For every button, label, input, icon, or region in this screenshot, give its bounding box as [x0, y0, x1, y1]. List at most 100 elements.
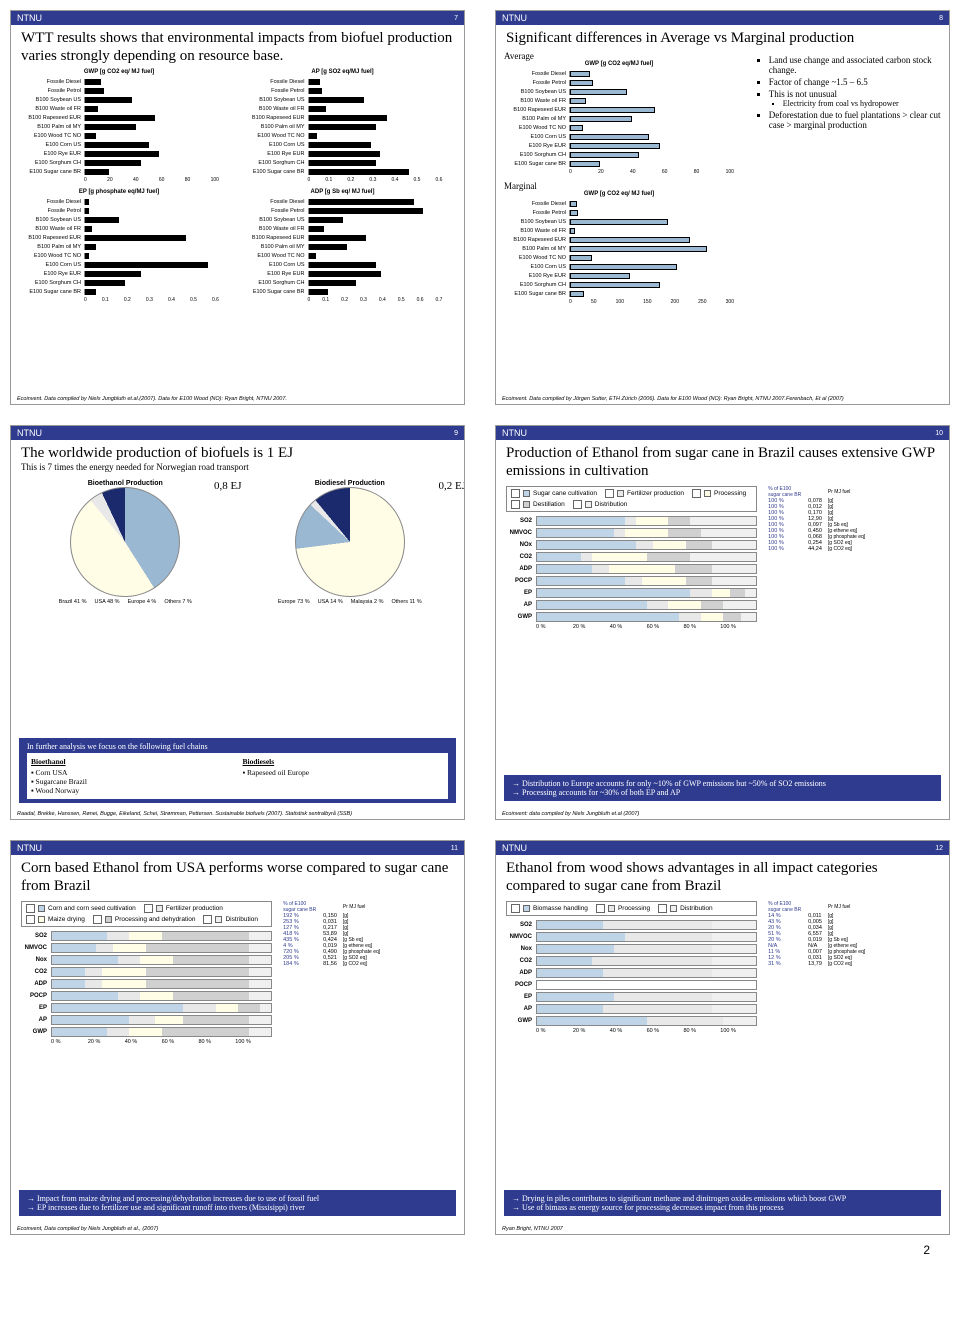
stacked-row: ADP — [506, 564, 757, 574]
note-box: Impact from maize drying and processing/… — [19, 1190, 456, 1216]
ntnu-logo: NTNU — [502, 843, 527, 853]
legend-item: Distribution — [658, 904, 713, 913]
bar-row: E100 Sugar cane BR — [504, 159, 734, 168]
footnote: Ryan Bright, NTNU 2007 — [502, 1226, 943, 1232]
slide-num: 12 — [935, 845, 943, 852]
stacked-row: NMVOC — [506, 932, 757, 942]
slide-header: NTNU 10 — [496, 426, 949, 440]
pie-slice-label: Brazil 41 % — [59, 599, 87, 605]
bar-row: B100 Rapeseed EUR — [504, 105, 734, 114]
stacked-row: NMVOC — [506, 528, 757, 538]
stacked-chart: Corn and corn seed cultivationFertilizer… — [21, 901, 454, 1045]
data-row: 100 %44,24[g CO2 eq] — [765, 546, 868, 552]
ntnu-logo: NTNU — [17, 843, 42, 853]
bar-row: Fossile Diesel — [243, 197, 443, 206]
stacked-row: GWP — [506, 1016, 757, 1026]
slide-num: 8 — [939, 15, 943, 22]
stacked-row: SO2 — [506, 920, 757, 930]
bar-row: E100 Corn US — [19, 140, 219, 149]
slide-title: Production of Ethanol from sugar cane in… — [496, 440, 949, 480]
pie-bioethanol — [70, 487, 180, 597]
note-line: Impact from maize drying and processing/… — [27, 1194, 448, 1203]
stacked-row: SO2 — [21, 931, 272, 941]
stacked-row: AP — [506, 600, 757, 610]
stacked-chart: Biomasse handlingProcessingDistributionS… — [506, 901, 939, 1034]
pie1-title: Bioethanol Production — [23, 480, 228, 487]
marg-label: Marginal — [504, 181, 749, 191]
legend-item: Maize drying — [26, 915, 85, 924]
bar-row: Fossile Diesel — [243, 77, 443, 86]
data-row: 31 %13,79[g CO2 eq] — [765, 961, 868, 967]
bar-row: E100 Sorghum CH — [243, 158, 443, 167]
bar-row: B100 Waste oil FR — [504, 96, 734, 105]
bar-row: E100 Wood TC NO — [19, 251, 219, 260]
bar-row: E100 Rye EUR — [504, 271, 734, 280]
legend-item: Corn and corn seed cultivation — [26, 904, 136, 913]
bar-row: Fossile Diesel — [504, 69, 734, 78]
bar-row: B100 Rapeseed EUR — [243, 113, 443, 122]
bar-row: E100 Sorghum CH — [504, 150, 734, 159]
pie-slice-label: Others 11 % — [391, 599, 421, 605]
slide-11: NTNU 11 Corn based Ethanol from USA perf… — [10, 840, 465, 1235]
stacked-row: AP — [21, 1015, 272, 1025]
fuel-box-header: In further analysis we focus on the foll… — [27, 742, 448, 751]
note-line: Drying in piles contributes to significa… — [512, 1194, 933, 1203]
slide-header: NTNU 11 — [11, 841, 464, 855]
data-row: 184 %81,56[g CO2 eq] — [280, 961, 383, 967]
stacked-row: Nox — [21, 955, 272, 965]
bar-row: Fossile Petrol — [19, 206, 219, 215]
bar-row: B100 Palm oil MY — [243, 242, 443, 251]
bar-row: E100 Rye EUR — [243, 149, 443, 158]
fuel-item: ▪ Rapeseed oil Europe — [243, 768, 445, 777]
stacked-row: EP — [506, 992, 757, 1002]
slide-header: NTNU 9 — [11, 426, 464, 440]
stacked-row: POCP — [506, 576, 757, 586]
note-box: Drying in piles contributes to significa… — [504, 1190, 941, 1216]
stacked-row: GWP — [506, 612, 757, 622]
pie-slice-label: Malaysia 2 % — [351, 599, 384, 605]
bar-row: E100 Corn US — [504, 132, 734, 141]
stacked-row: POCP — [21, 991, 272, 1001]
chart-title: AP [g SO2 eq/MJ fuel] — [243, 69, 443, 75]
pie-biodiesel — [295, 487, 405, 597]
bar-row: Fossile Diesel — [504, 199, 734, 208]
note-line: EP increases due to fertilizer use and s… — [27, 1203, 448, 1212]
slide-title: The worldwide production of biofuels is … — [11, 440, 464, 462]
bar-row: B100 Waste oil FR — [19, 104, 219, 113]
slide-header: NTNU 7 — [11, 11, 464, 25]
avg-label: Average — [504, 51, 749, 61]
bar-row: E100 Corn US — [504, 262, 734, 271]
ntnu-logo: NTNU — [17, 428, 42, 438]
bar-row: B100 Palm oil MY — [504, 244, 734, 253]
ntnu-logo: NTNU — [17, 13, 42, 23]
stacked-row: ADP — [506, 968, 757, 978]
stacked-row: Nox — [506, 944, 757, 954]
bar-row: E100 Sorghum CH — [19, 278, 219, 287]
slide-title: Corn based Ethanol from USA performs wor… — [11, 855, 464, 895]
legend-item: Fertilizer production — [605, 489, 684, 498]
bar-row: B100 Waste oil FR — [243, 104, 443, 113]
bar-row: Fossile Petrol — [243, 86, 443, 95]
bullet-item: Factor of change ~1.5 – 6.5 — [769, 77, 941, 87]
bar-row: Fossile Diesel — [19, 77, 219, 86]
stacked-row: NMVOC — [21, 943, 272, 953]
footnote: Ecoinvent. Data compiled by Niels Jungbl… — [17, 396, 458, 402]
bar-row: E100 Rye EUR — [19, 149, 219, 158]
bar-row: E100 Sorghum CH — [504, 280, 734, 289]
data-table: % of E100 sugar cane BRPr MJ fuel14 %0,0… — [765, 901, 868, 967]
bar-row: B100 Palm oil MY — [19, 242, 219, 251]
stacked-row: GWP — [21, 1027, 272, 1037]
bullet-item: Land use change and associated carbon st… — [769, 55, 941, 75]
bar-row: B100 Rapeseed EUR — [19, 113, 219, 122]
bar-row: B100 Waste oil FR — [504, 226, 734, 235]
legend: Corn and corn seed cultivationFertilizer… — [21, 901, 272, 927]
stacked-row: POCP — [506, 980, 757, 990]
bar-row: E100 Wood TC NO — [243, 131, 443, 140]
bar-row: B100 Rapeseed EUR — [19, 233, 219, 242]
note-box: Distribution to Europe accounts for only… — [504, 775, 941, 801]
stacked-row: CO2 — [506, 956, 757, 966]
slide-grid: NTNU 7 WTT results shows that environmen… — [10, 10, 950, 1235]
pie-slice-label: Others 7 % — [164, 599, 192, 605]
chart-title: GWP [g CO2 eq/MJ fuel] — [504, 61, 734, 67]
bar-row: B100 Palm oil MY — [504, 114, 734, 123]
